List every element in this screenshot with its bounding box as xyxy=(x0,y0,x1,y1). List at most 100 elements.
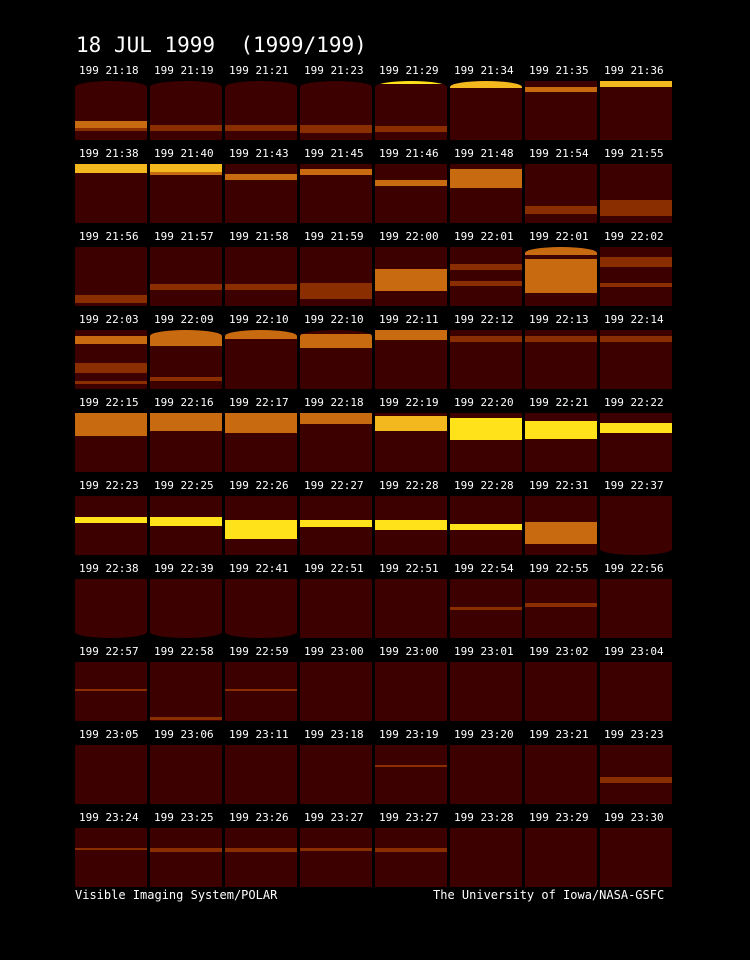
frame-timestamp: 199 22:22 xyxy=(604,396,664,409)
image-frame: 199 23:00 xyxy=(375,645,450,728)
image-frame: 199 23:23 xyxy=(600,728,675,811)
emission-band xyxy=(150,125,222,131)
image-row: 199 21:18 199 21:19 199 21:21 199 21:23 199 … xyxy=(75,64,675,147)
frame-timestamp: 199 22:57 xyxy=(79,645,139,658)
frame-timestamp: 199 23:25 xyxy=(154,811,214,824)
emission-band xyxy=(300,334,372,348)
auroral-image xyxy=(75,413,147,472)
image-frame: 199 21:19 xyxy=(150,64,225,147)
image-frame: 199 22:39 xyxy=(150,562,225,645)
image-row: 199 22:23 199 22:25 199 22:26 199 22:27 199 … xyxy=(75,479,675,562)
frame-timestamp: 199 21:36 xyxy=(604,64,664,77)
emission-band xyxy=(450,524,522,530)
frame-timestamp: 199 22:00 xyxy=(379,230,439,243)
emission-band xyxy=(525,421,597,439)
auroral-image xyxy=(150,413,222,472)
emission-band xyxy=(525,87,597,92)
auroral-image xyxy=(150,745,222,804)
auroral-image xyxy=(150,247,222,306)
image-row: 199 22:38 199 22:39 199 22:41 199 22:51 199 … xyxy=(75,562,675,645)
image-grid: 199 21:18 199 21:19 199 21:21 199 21:23 199 … xyxy=(75,64,675,894)
frame-timestamp: 199 21:23 xyxy=(304,64,364,77)
image-frame: 199 21:48 xyxy=(450,147,525,230)
image-frame: 199 21:34 xyxy=(450,64,525,147)
frame-timestamp: 199 23:29 xyxy=(529,811,589,824)
frame-timestamp: 199 21:43 xyxy=(229,147,289,160)
emission-band xyxy=(300,169,372,175)
frame-timestamp: 199 21:58 xyxy=(229,230,289,243)
auroral-image xyxy=(525,413,597,472)
frame-timestamp: 199 21:34 xyxy=(454,64,514,77)
frame-timestamp: 199 22:09 xyxy=(154,313,214,326)
image-frame: 199 22:22 xyxy=(600,396,675,479)
frame-timestamp: 199 22:28 xyxy=(379,479,439,492)
auroral-image xyxy=(450,330,522,389)
frame-timestamp: 199 23:26 xyxy=(229,811,289,824)
image-frame: 199 22:12 xyxy=(450,313,525,396)
image-frame: 199 23:26 xyxy=(225,811,300,894)
frame-timestamp: 199 22:58 xyxy=(154,645,214,658)
emission-band xyxy=(75,121,147,129)
image-frame: 199 22:23 xyxy=(75,479,150,562)
frame-timestamp: 199 22:03 xyxy=(79,313,139,326)
auroral-image xyxy=(225,496,297,555)
emission-band xyxy=(450,418,522,440)
image-frame: 199 22:28 xyxy=(375,479,450,562)
image-frame: 199 22:58 xyxy=(150,645,225,728)
image-frame: 199 22:28 xyxy=(450,479,525,562)
image-frame: 199 23:25 xyxy=(150,811,225,894)
frame-timestamp: 199 21:40 xyxy=(154,147,214,160)
emission-band xyxy=(525,206,597,214)
frame-timestamp: 199 22:41 xyxy=(229,562,289,575)
auroral-image xyxy=(375,579,447,638)
auroral-image xyxy=(300,662,372,721)
frame-timestamp: 199 22:51 xyxy=(379,562,439,575)
emission-band xyxy=(600,336,672,342)
emission-band xyxy=(225,848,297,852)
auroral-image xyxy=(225,247,297,306)
emission-band xyxy=(150,377,222,381)
frame-timestamp: 199 22:55 xyxy=(529,562,589,575)
auroral-image xyxy=(450,579,522,638)
frame-timestamp: 199 22:51 xyxy=(304,562,364,575)
image-frame: 199 22:00 xyxy=(375,230,450,313)
frame-timestamp: 199 23:05 xyxy=(79,728,139,741)
auroral-image xyxy=(300,164,372,223)
frame-timestamp: 199 22:21 xyxy=(529,396,589,409)
image-frame: 199 22:01 xyxy=(450,230,525,313)
emission-band xyxy=(225,330,297,339)
auroral-image xyxy=(600,81,672,140)
emission-band xyxy=(75,848,147,850)
image-frame: 199 22:01 xyxy=(525,230,600,313)
image-frame: 199 23:28 xyxy=(450,811,525,894)
image-frame: 199 22:18 xyxy=(300,396,375,479)
emission-band xyxy=(600,777,672,783)
frame-timestamp: 199 22:16 xyxy=(154,396,214,409)
auroral-image xyxy=(450,164,522,223)
auroral-image xyxy=(150,496,222,555)
auroral-image xyxy=(375,828,447,887)
emission-band xyxy=(375,126,447,132)
image-frame: 199 23:27 xyxy=(300,811,375,894)
image-frame: 199 23:11 xyxy=(225,728,300,811)
image-frame: 199 21:56 xyxy=(75,230,150,313)
auroral-image xyxy=(300,828,372,887)
image-frame: 199 21:40 xyxy=(150,147,225,230)
emission-band xyxy=(150,164,222,172)
image-row: 199 22:03 199 22:09 199 22:10 199 22:10 199 … xyxy=(75,313,675,396)
image-frame: 199 23:04 xyxy=(600,645,675,728)
frame-timestamp: 199 22:39 xyxy=(154,562,214,575)
frame-timestamp: 199 22:59 xyxy=(229,645,289,658)
image-frame: 199 21:45 xyxy=(300,147,375,230)
image-frame: 199 23:05 xyxy=(75,728,150,811)
emission-band xyxy=(150,284,222,290)
frame-timestamp: 199 22:23 xyxy=(79,479,139,492)
frame-timestamp: 199 21:57 xyxy=(154,230,214,243)
frame-timestamp: 199 22:14 xyxy=(604,313,664,326)
emission-band xyxy=(375,520,447,530)
frame-timestamp: 199 23:23 xyxy=(604,728,664,741)
image-frame: 199 21:43 xyxy=(225,147,300,230)
auroral-image xyxy=(300,330,372,389)
auroral-image xyxy=(150,828,222,887)
image-frame: 199 21:35 xyxy=(525,64,600,147)
